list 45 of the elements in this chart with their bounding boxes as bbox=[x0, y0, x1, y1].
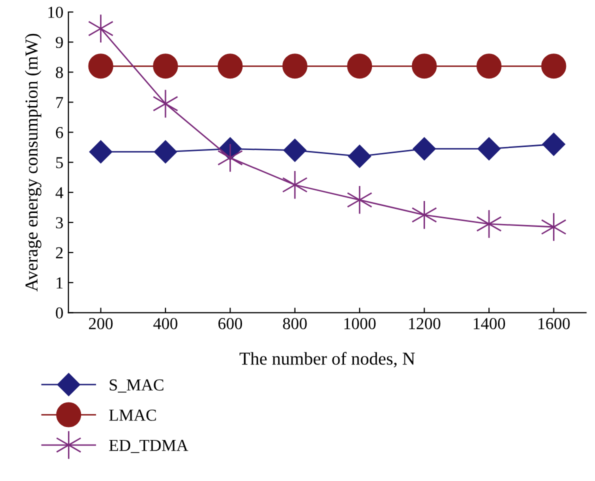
point bbox=[89, 140, 112, 164]
y-tick-label: 8 bbox=[56, 66, 63, 78]
point bbox=[88, 54, 114, 79]
point bbox=[542, 132, 566, 156]
point bbox=[412, 200, 438, 230]
point bbox=[541, 54, 566, 79]
point bbox=[282, 54, 308, 79]
point bbox=[88, 14, 114, 44]
x-tick-label: 200 bbox=[89, 318, 113, 330]
x-tick-label: 600 bbox=[218, 318, 242, 330]
y-tick-label: 3 bbox=[56, 217, 63, 228]
y-tick-label: 2 bbox=[56, 247, 63, 258]
point bbox=[412, 137, 436, 160]
y-tick-label: 10 bbox=[48, 6, 63, 18]
point bbox=[478, 137, 501, 160]
x-tick-label: 1400 bbox=[474, 318, 506, 330]
point bbox=[283, 138, 306, 162]
y-tick-label: 1 bbox=[56, 277, 63, 288]
y-tick-label: 0 bbox=[56, 307, 63, 319]
x-tick-label: 400 bbox=[153, 318, 178, 330]
x-tick-label: 1200 bbox=[409, 318, 440, 330]
x-axis-title: The number of nodes, N bbox=[240, 352, 415, 368]
y-tick-label: 4 bbox=[56, 187, 64, 198]
y-tick-label: 5 bbox=[56, 157, 63, 168]
point bbox=[348, 144, 372, 168]
x-tick-label: 1600 bbox=[538, 318, 570, 330]
point bbox=[218, 54, 243, 79]
point bbox=[412, 54, 437, 79]
point bbox=[282, 170, 308, 200]
legend-label: S_MAC bbox=[110, 379, 164, 393]
legend-label: LMAC bbox=[109, 410, 156, 421]
y-tick-label: 9 bbox=[56, 36, 63, 48]
point bbox=[152, 54, 178, 79]
y-tick-label: 7 bbox=[56, 97, 64, 108]
point bbox=[346, 185, 372, 214]
point bbox=[476, 54, 502, 79]
point bbox=[347, 54, 372, 79]
x-tick-label: 800 bbox=[283, 318, 307, 330]
point bbox=[541, 212, 566, 242]
y-axis-title: Average energy consumption (mW) bbox=[24, 34, 42, 292]
point bbox=[154, 140, 177, 164]
point bbox=[217, 143, 243, 172]
y-tick-label: 6 bbox=[56, 127, 64, 138]
legend-label: ED_TDMA bbox=[109, 440, 188, 454]
x-tick-label: 1000 bbox=[344, 318, 376, 330]
